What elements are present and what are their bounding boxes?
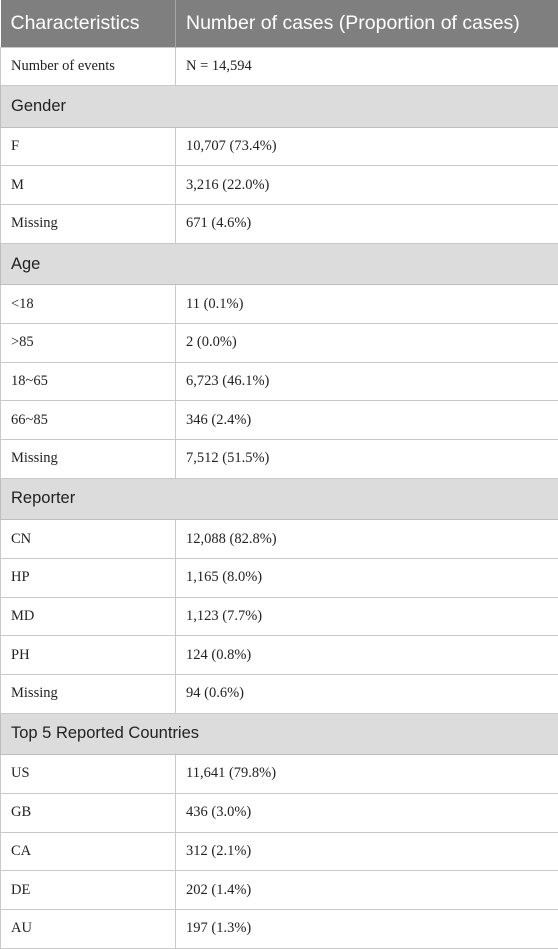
row-label: CN — [1, 520, 176, 559]
row-label: MD — [1, 597, 176, 636]
row-label: CA — [1, 832, 176, 871]
row-label: 18~65 — [1, 362, 176, 401]
row-value: 671 (4.6%) — [176, 205, 558, 244]
row-label: AU — [1, 909, 176, 948]
row-value: 94 (0.6%) — [176, 674, 558, 713]
row-value: 124 (0.8%) — [176, 636, 558, 675]
section-label: Age — [1, 243, 558, 285]
row-value: 1,165 (8.0%) — [176, 558, 558, 597]
row-value: 2 (0.0%) — [176, 323, 558, 362]
row-label: Number of events — [1, 47, 176, 86]
row-label: US — [1, 755, 176, 794]
row-label: >85 — [1, 323, 176, 362]
row-label: DE — [1, 871, 176, 910]
section-row: Top 5 Reported Countries — [1, 713, 558, 755]
row-value: 10,707 (73.4%) — [176, 127, 558, 166]
row-value: 11,641 (79.8%) — [176, 755, 558, 794]
row-label: Missing — [1, 205, 176, 244]
header-number-of-cases: Number of cases (Proportion of cases) — [176, 0, 558, 47]
section-label: Gender — [1, 86, 558, 128]
row-label: HP — [1, 558, 176, 597]
row-value: N = 14,594 — [176, 47, 558, 86]
row-label: M — [1, 166, 176, 205]
row-value: 1,123 (7.7%) — [176, 597, 558, 636]
row-value: 312 (2.1%) — [176, 832, 558, 871]
row-value: 197 (1.3%) — [176, 909, 558, 948]
row-value: 11 (0.1%) — [176, 285, 558, 324]
section-row: Gender — [1, 86, 558, 128]
section-label: Top 5 Reported Countries — [1, 713, 558, 755]
row-value: 346 (2.4%) — [176, 401, 558, 440]
row-value: 12,088 (82.8%) — [176, 520, 558, 559]
row-value: 202 (1.4%) — [176, 871, 558, 910]
row-label: F — [1, 127, 176, 166]
header-characteristics: Characteristics — [1, 0, 176, 47]
table-header-row: Characteristics Number of cases (Proport… — [1, 0, 558, 47]
row-label: PH — [1, 636, 176, 675]
row-label: Missing — [1, 440, 176, 479]
row-label: <18 — [1, 285, 176, 324]
row-value: 7,512 (51.5%) — [176, 440, 558, 479]
row-value: 436 (3.0%) — [176, 793, 558, 832]
section-row: Age — [1, 243, 558, 285]
row-value: 3,216 (22.0%) — [176, 166, 558, 205]
section-label: Reporter — [1, 478, 558, 520]
row-value: 6,723 (46.1%) — [176, 362, 558, 401]
row-label: Missing — [1, 674, 176, 713]
row-label: GB — [1, 793, 176, 832]
section-row: Reporter — [1, 478, 558, 520]
row-label: 66~85 — [1, 401, 176, 440]
